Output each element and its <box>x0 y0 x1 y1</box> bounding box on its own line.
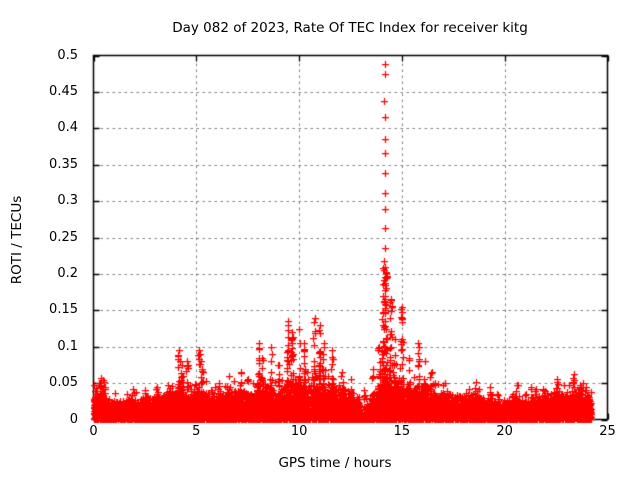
x-tick-label: 20 <box>496 424 513 439</box>
y-tick-label: 0.1 <box>57 338 78 354</box>
y-tick-label: 0.15 <box>49 302 78 318</box>
y-tick-label: 0.3 <box>57 193 78 209</box>
x-tick-label: 25 <box>599 424 616 439</box>
y-tick-label: 0.45 <box>49 83 78 99</box>
y-tick-label: 0.2 <box>57 265 78 281</box>
y-tick-label: 0 <box>69 411 78 427</box>
x-tick-label: 15 <box>393 424 411 439</box>
x-tick-label: 0 <box>89 424 98 439</box>
y-tick-label: 0.05 <box>49 375 78 391</box>
y-tick-label: 0.35 <box>49 156 78 172</box>
x-axis-label: GPS time / hours <box>278 455 392 471</box>
y-tick-label: 0.4 <box>57 120 78 136</box>
chart-title: Day 082 of 2023, Rate Of TEC Index for r… <box>172 20 528 36</box>
y-tick-label: 0.5 <box>57 47 78 63</box>
y-tick-label: 0.25 <box>49 229 78 245</box>
x-tick-label: 5 <box>192 424 201 439</box>
x-tick-label: 10 <box>290 424 308 439</box>
